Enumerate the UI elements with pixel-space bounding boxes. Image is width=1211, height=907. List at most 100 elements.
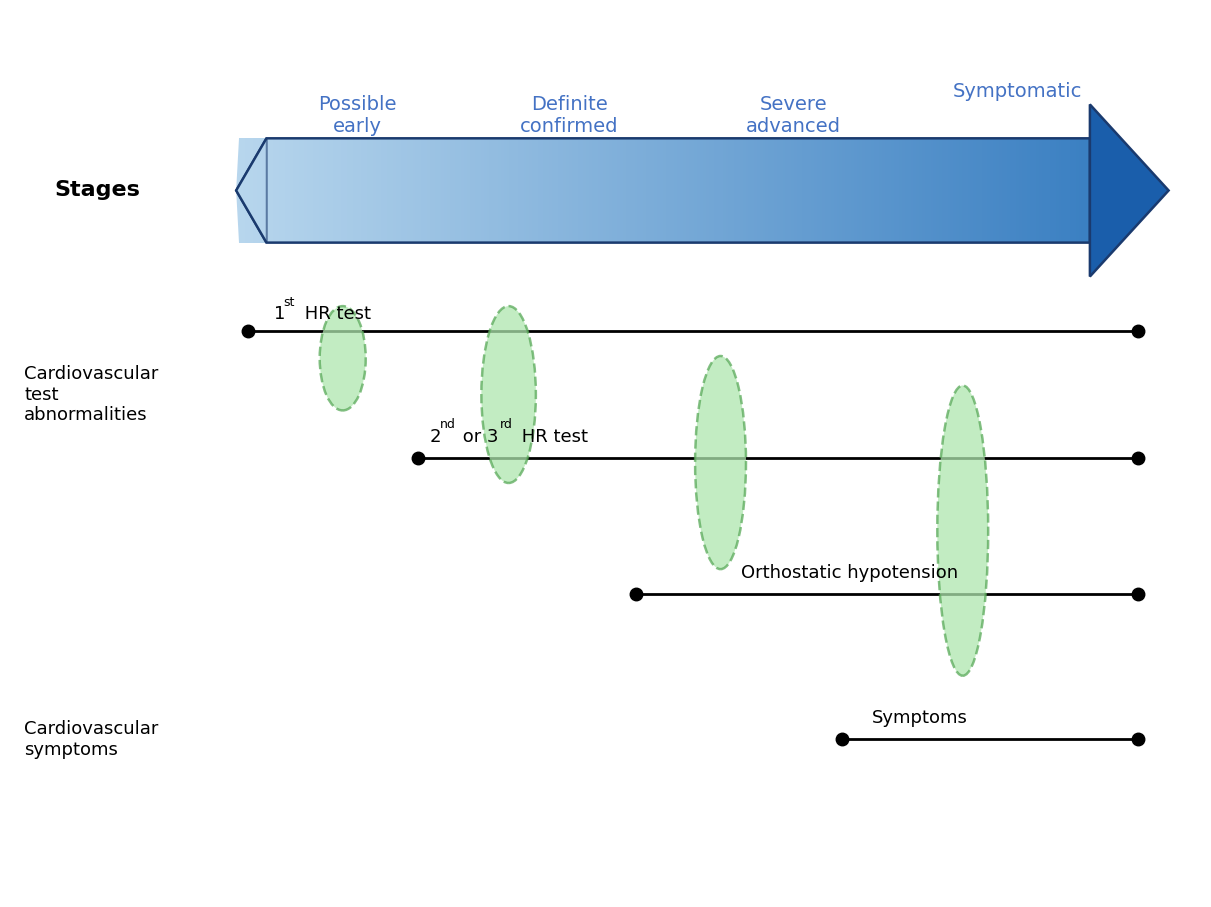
Polygon shape [270,138,274,242]
Ellipse shape [695,356,746,570]
Polygon shape [259,138,262,242]
Polygon shape [458,138,461,242]
Polygon shape [658,138,660,242]
Polygon shape [512,138,515,242]
Polygon shape [398,138,401,242]
Polygon shape [356,138,358,242]
Polygon shape [632,138,635,242]
Polygon shape [584,138,586,242]
Polygon shape [685,138,689,242]
Polygon shape [552,138,555,242]
Polygon shape [1050,138,1052,242]
Polygon shape [279,138,282,242]
Polygon shape [407,138,409,242]
Polygon shape [245,138,247,242]
Polygon shape [637,138,641,242]
Polygon shape [1064,138,1067,242]
Polygon shape [700,138,702,242]
Polygon shape [839,138,843,242]
Polygon shape [572,138,575,242]
Polygon shape [702,138,706,242]
Polygon shape [879,138,882,242]
Polygon shape [645,138,649,242]
Polygon shape [295,138,299,242]
Polygon shape [978,138,982,242]
Polygon shape [791,138,794,242]
Text: Symptomatic: Symptomatic [953,82,1081,101]
Polygon shape [478,138,481,242]
Polygon shape [555,138,558,242]
Polygon shape [295,138,299,242]
Polygon shape [939,138,942,242]
Polygon shape [535,138,538,242]
Polygon shape [776,138,780,242]
Polygon shape [615,138,618,242]
Polygon shape [239,138,242,242]
Polygon shape [1071,138,1073,242]
Polygon shape [361,138,365,242]
Polygon shape [575,138,578,242]
Polygon shape [595,138,597,242]
Ellipse shape [481,307,535,483]
Polygon shape [264,138,268,242]
Polygon shape [868,138,871,242]
Polygon shape [828,138,831,242]
Polygon shape [811,138,814,242]
Polygon shape [668,138,672,242]
Polygon shape [449,138,453,242]
Polygon shape [995,138,999,242]
Polygon shape [466,138,470,242]
Polygon shape [1081,138,1084,242]
Polygon shape [350,138,352,242]
Polygon shape [318,138,321,242]
Polygon shape [641,138,643,242]
Polygon shape [751,138,754,242]
Polygon shape [1016,138,1018,242]
Polygon shape [968,138,970,242]
Polygon shape [942,138,945,242]
Polygon shape [694,138,698,242]
Polygon shape [339,138,342,242]
Polygon shape [976,138,978,242]
Polygon shape [776,138,780,242]
Polygon shape [934,138,936,242]
Polygon shape [333,138,335,242]
Polygon shape [936,138,939,242]
Polygon shape [965,138,968,242]
Polygon shape [264,138,268,242]
Polygon shape [532,138,535,242]
Polygon shape [843,138,845,242]
Polygon shape [441,138,444,242]
Text: Severe
advanced: Severe advanced [746,95,840,136]
Polygon shape [388,138,390,242]
Polygon shape [478,138,481,242]
Polygon shape [1081,138,1084,242]
Text: Orthostatic hypotension: Orthostatic hypotension [741,564,958,581]
Polygon shape [378,138,381,242]
Polygon shape [609,138,612,242]
Polygon shape [1035,138,1039,242]
Polygon shape [447,138,449,242]
Polygon shape [293,138,295,242]
Polygon shape [606,138,609,242]
Polygon shape [851,138,854,242]
Polygon shape [711,138,714,242]
Polygon shape [689,138,691,242]
Polygon shape [860,138,862,242]
Polygon shape [865,138,868,242]
Polygon shape [1022,138,1025,242]
Polygon shape [951,138,953,242]
Polygon shape [415,138,418,242]
Polygon shape [825,138,828,242]
Polygon shape [352,138,356,242]
Text: HR test: HR test [299,306,371,323]
Polygon shape [708,138,711,242]
Polygon shape [268,138,270,242]
Polygon shape [808,138,811,242]
Polygon shape [430,138,432,242]
Polygon shape [325,138,327,242]
Polygon shape [635,138,637,242]
Polygon shape [1064,138,1067,242]
Polygon shape [369,138,373,242]
Polygon shape [885,138,888,242]
